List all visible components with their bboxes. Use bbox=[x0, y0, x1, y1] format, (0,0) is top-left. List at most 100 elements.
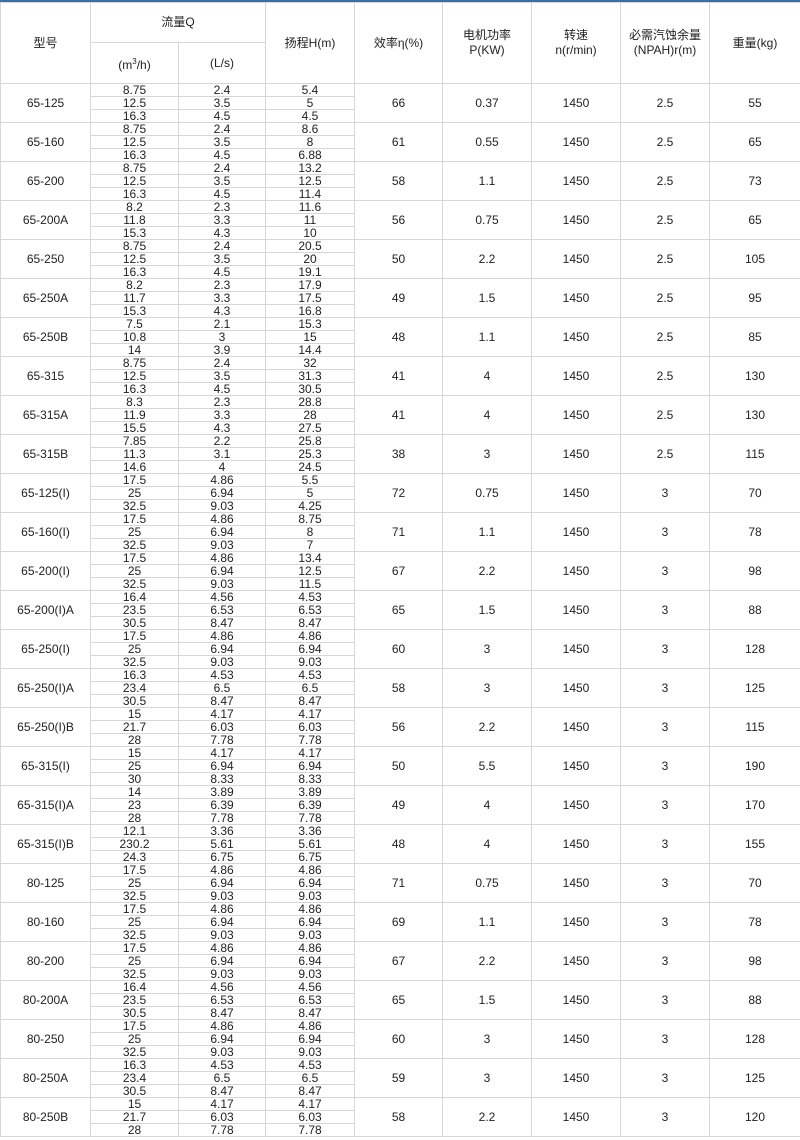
model-cell: 80-125 bbox=[0, 863, 91, 903]
npsh-cell: 2.5 bbox=[620, 317, 710, 357]
efficiency-cell: 59 bbox=[354, 1058, 443, 1098]
flow-m3h-cell: 30.5 bbox=[90, 1084, 179, 1098]
flow-ls-cell: 4.86 bbox=[178, 863, 266, 877]
flow-m3h-cell: 16.3 bbox=[90, 382, 179, 396]
head-cell: 5.61 bbox=[265, 837, 355, 851]
weight-cell: 128 bbox=[709, 1019, 800, 1059]
table-row: 65-160 8.75 2.4 8.6 61 0.55 1450 2.5 65 bbox=[0, 122, 800, 162]
head-cell: 24.5 bbox=[265, 460, 355, 474]
power-cell: 1.1 bbox=[442, 512, 532, 552]
flow-m3h-cell: 17.5 bbox=[90, 629, 179, 643]
flow-m3h-cell: 25 bbox=[90, 564, 179, 578]
flow-m3h-cell: 17.5 bbox=[90, 551, 179, 565]
table-row: 16.3 4.5 11.4 bbox=[1, 187, 800, 201]
table-row: 80-160 17.5 4.86 4.86 69 1.1 1450 3 78 bbox=[0, 902, 800, 942]
speed-cell: 1450 bbox=[531, 551, 621, 591]
table-row: 12.5 3.5 20 bbox=[1, 252, 800, 266]
table-row: 65-315(I)A 14 3.89 3.89 49 4 1450 3 170 bbox=[0, 785, 800, 825]
head-cell: 4.86 bbox=[265, 1019, 355, 1033]
table-row: 32.5 9.03 11.5 bbox=[1, 577, 800, 591]
efficiency-cell: 41 bbox=[354, 356, 443, 396]
power-cell: 0.55 bbox=[442, 122, 532, 162]
npsh-cell: 3 bbox=[620, 902, 710, 942]
table-row: 12.5 3.5 8 bbox=[1, 135, 800, 149]
efficiency-cell: 61 bbox=[354, 122, 443, 162]
power-cell: 0.75 bbox=[442, 473, 532, 513]
header-flow-ls: (L/s) bbox=[178, 42, 266, 84]
flow-m3h-cell: 8.75 bbox=[90, 161, 179, 175]
weight-cell: 98 bbox=[709, 941, 800, 981]
head-cell: 8.33 bbox=[265, 772, 355, 786]
flow-ls-cell: 9.03 bbox=[178, 577, 266, 591]
head-cell: 13.4 bbox=[265, 551, 355, 565]
head-cell: 30.5 bbox=[265, 382, 355, 396]
table-row: 65-125 8.75 2.4 5.4 66 0.37 1450 2.5 55 bbox=[0, 83, 800, 123]
speed-cell: 1450 bbox=[531, 239, 621, 279]
head-cell: 4.53 bbox=[265, 1058, 355, 1072]
power-cell: 2.2 bbox=[442, 239, 532, 279]
table-row: 15.3 4.3 16.8 bbox=[1, 304, 800, 318]
head-cell: 25.3 bbox=[265, 447, 355, 461]
weight-cell: 78 bbox=[709, 512, 800, 552]
head-cell: 6.94 bbox=[265, 954, 355, 968]
head-cell: 6.94 bbox=[265, 876, 355, 890]
flow-m3h-cell: 12.5 bbox=[90, 135, 179, 149]
flow-ls-cell: 4.86 bbox=[178, 473, 266, 487]
flow-ls-cell: 4.17 bbox=[178, 746, 266, 760]
head-cell: 15.3 bbox=[265, 317, 355, 331]
header-npsh: 必需汽蚀余量 (NPAH)r(m) bbox=[620, 2, 710, 84]
table-row: 65-250B 7.5 2.1 15.3 48 1.1 1450 2.5 85 bbox=[0, 317, 800, 357]
model-cell: 65-250(I)A bbox=[0, 668, 91, 708]
table-row: 32.5 9.03 9.03 bbox=[1, 967, 800, 981]
model-cell: 65-315(I)A bbox=[0, 785, 91, 825]
speed-cell: 1450 bbox=[531, 1097, 621, 1137]
header-power-line2: P(KW) bbox=[469, 43, 505, 57]
table-row: 230.2 5.61 5.61 bbox=[1, 837, 800, 851]
flow-m3h-cell: 30.5 bbox=[90, 1006, 179, 1020]
head-cell: 9.03 bbox=[265, 967, 355, 981]
weight-cell: 120 bbox=[709, 1097, 800, 1137]
efficiency-cell: 58 bbox=[354, 1097, 443, 1137]
head-cell: 6.39 bbox=[265, 798, 355, 812]
flow-m3h-cell: 25 bbox=[90, 1032, 179, 1046]
npsh-cell: 2.5 bbox=[620, 278, 710, 318]
npsh-cell: 3 bbox=[620, 1097, 710, 1137]
head-cell: 6.88 bbox=[265, 148, 355, 162]
flow-ls-cell: 3.5 bbox=[178, 252, 266, 266]
header-efficiency: 效率η(%) bbox=[354, 2, 443, 84]
table-row: 30.5 8.47 8.47 bbox=[1, 1006, 800, 1020]
table-row: 11.9 3.3 28 bbox=[1, 408, 800, 422]
head-cell: 8.47 bbox=[265, 1084, 355, 1098]
head-cell: 7.78 bbox=[265, 811, 355, 825]
head-cell: 6.75 bbox=[265, 850, 355, 864]
npsh-cell: 2.5 bbox=[620, 122, 710, 162]
weight-cell: 130 bbox=[709, 395, 800, 435]
header-speed-line1: 转速 bbox=[563, 28, 588, 42]
flow-ls-cell: 3.5 bbox=[178, 96, 266, 110]
power-cell: 1.5 bbox=[442, 278, 532, 318]
model-cell: 65-250A bbox=[0, 278, 91, 318]
flow-ls-cell: 4.3 bbox=[178, 304, 266, 318]
table-row: 80-200 17.5 4.86 4.86 67 2.2 1450 3 98 bbox=[0, 941, 800, 981]
flow-m3h-cell: 30 bbox=[90, 772, 179, 786]
table-row: 65-125(I) 17.5 4.86 5.5 72 0.75 1450 3 70 bbox=[0, 473, 800, 513]
flow-ls-cell: 7.78 bbox=[178, 733, 266, 747]
flow-m3h-cell: 25 bbox=[90, 642, 179, 656]
power-cell: 1.1 bbox=[442, 161, 532, 201]
speed-cell: 1450 bbox=[531, 83, 621, 123]
head-cell: 7.78 bbox=[265, 733, 355, 747]
npsh-cell: 3 bbox=[620, 551, 710, 591]
model-cell: 65-250 bbox=[0, 239, 91, 279]
efficiency-cell: 69 bbox=[354, 902, 443, 942]
header-speed-line2: n(r/min) bbox=[555, 43, 597, 57]
unit-text: /h) bbox=[136, 57, 151, 72]
flow-m3h-cell: 8.2 bbox=[90, 278, 179, 292]
flow-m3h-cell: 7.85 bbox=[90, 434, 179, 448]
power-cell: 1.1 bbox=[442, 317, 532, 357]
flow-m3h-cell: 25 bbox=[90, 759, 179, 773]
flow-ls-cell: 6.94 bbox=[178, 759, 266, 773]
speed-cell: 1450 bbox=[531, 980, 621, 1020]
header-flow: 流量Q bbox=[90, 2, 266, 43]
weight-cell: 115 bbox=[709, 707, 800, 747]
